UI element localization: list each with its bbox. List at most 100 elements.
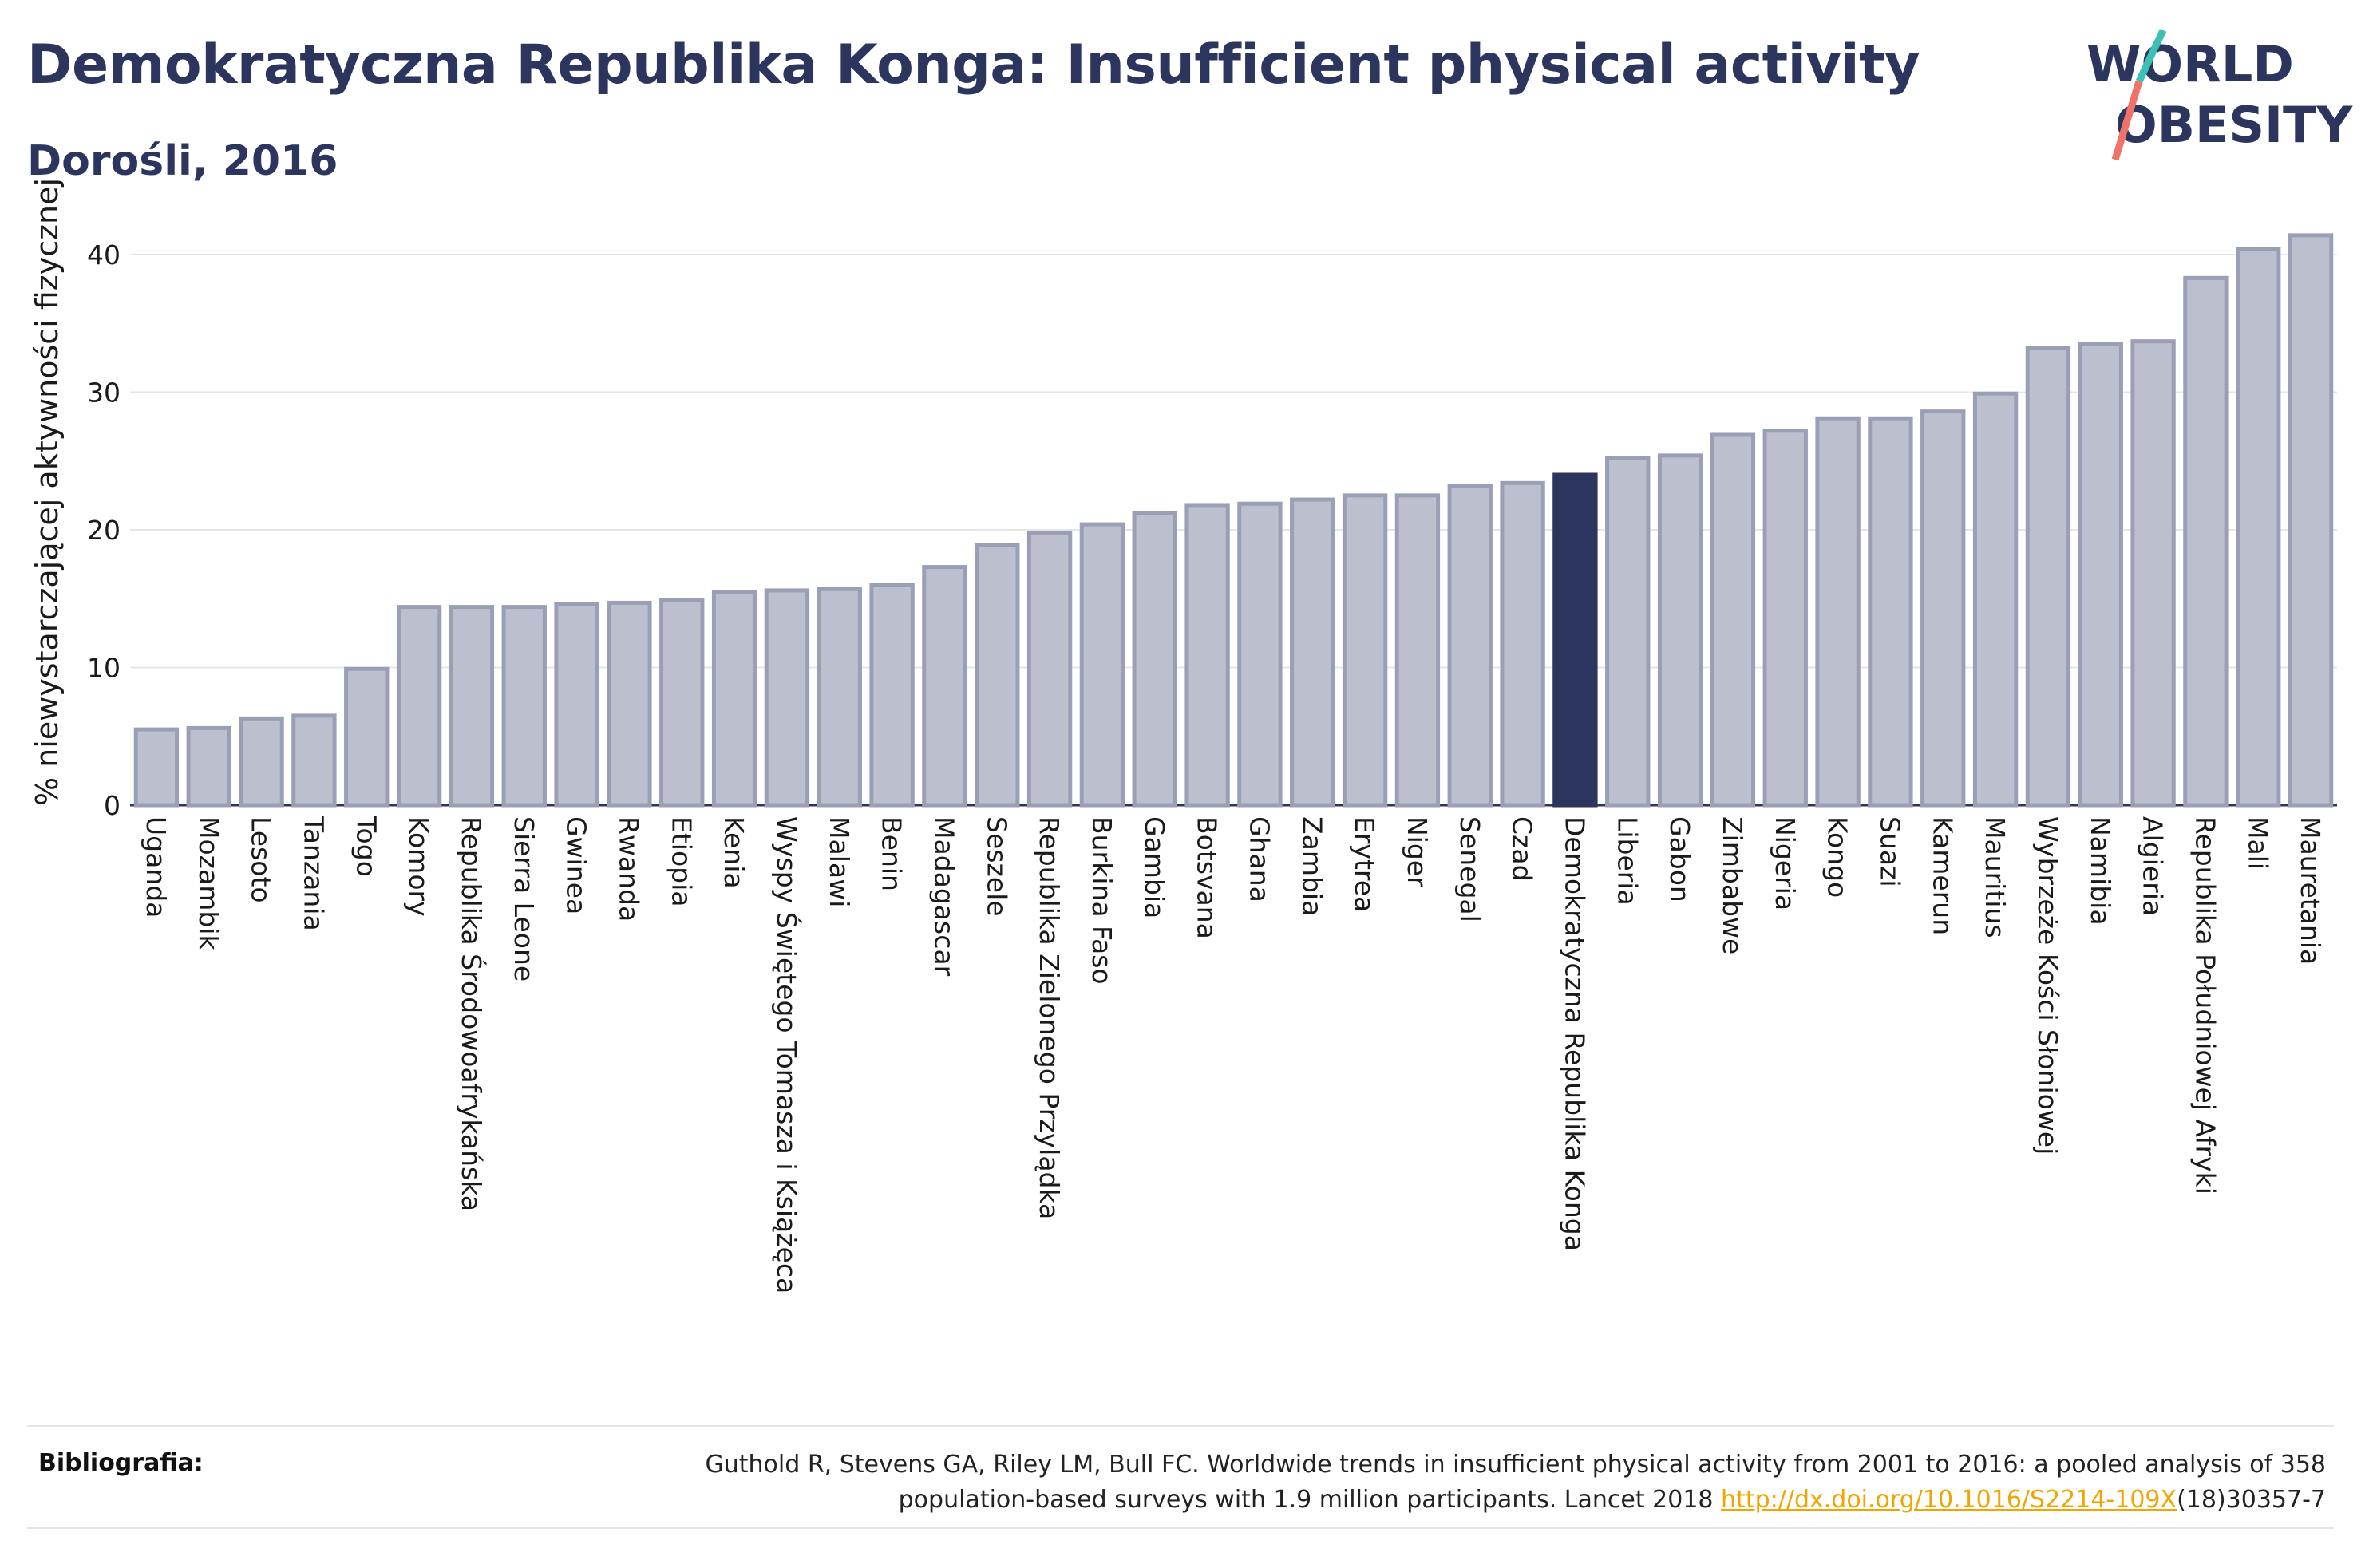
bar[interactable]: [869, 583, 915, 808]
bar[interactable]: [2025, 346, 2071, 808]
bar[interactable]: [291, 713, 337, 808]
x-tick-label: Senegal: [1454, 816, 1485, 922]
bar[interactable]: [1710, 432, 1756, 808]
logo-slash-top: [2135, 29, 2167, 83]
bar[interactable]: [2236, 247, 2281, 808]
bar[interactable]: [817, 587, 862, 808]
x-tick-label: Czad: [1507, 816, 1538, 882]
bars: [133, 233, 2334, 808]
x-tick-label: Mozambik: [193, 816, 224, 950]
x-tick-label: Komory: [403, 816, 434, 917]
logo-word-obesity: OBESITY: [2115, 96, 2353, 154]
bar[interactable]: [554, 602, 599, 808]
bar[interactable]: [1237, 501, 1283, 808]
x-tick-label: Tanzania: [298, 816, 329, 931]
bar[interactable]: [1762, 429, 1808, 808]
bar[interactable]: [1972, 391, 2019, 808]
x-tick-label: Liberia: [1612, 816, 1643, 906]
logo-word-world: WORLD: [2086, 35, 2294, 93]
y-tick-label: 10: [87, 653, 121, 684]
bar[interactable]: [1342, 493, 1388, 808]
bar[interactable]: [1394, 493, 1441, 808]
y-tick-label: 40: [87, 239, 121, 271]
bar[interactable]: [607, 600, 652, 808]
bar[interactable]: [186, 725, 231, 808]
y-axis-label: % niewystarczającej aktywności fizycznej: [30, 178, 65, 806]
x-tick-label: Malawi: [824, 816, 855, 907]
x-tick-label: Wybrzeże Kości Słoniowej: [2032, 816, 2063, 1155]
bar[interactable]: [396, 605, 442, 808]
x-tick-label: Kamerun: [1927, 816, 1958, 935]
bar[interactable]: [2078, 342, 2123, 808]
x-tick-label: Burkina Faso: [1086, 816, 1117, 985]
bar[interactable]: [764, 588, 810, 808]
bar[interactable]: [922, 565, 967, 808]
x-tick-label: Botsvana: [1192, 816, 1223, 939]
logo-slash-bottom: [2111, 80, 2143, 161]
y-tick-label: 0: [104, 790, 121, 821]
bibliography-label: Bibliografia:: [38, 1449, 204, 1477]
bar[interactable]: [1657, 453, 1703, 808]
bar[interactable]: [1132, 511, 1177, 808]
x-tick-label: Niger: [1402, 816, 1433, 887]
bar[interactable]: [501, 605, 547, 808]
page-subtitle: Dorośli, 2016: [27, 137, 338, 185]
x-tick-label: Mauritius: [1979, 816, 2011, 938]
x-tick-label: Nigeria: [1770, 816, 1801, 910]
x-tick-label: Republika Zielonego Przylądka: [1034, 816, 1065, 1219]
x-tick-label: Lesoto: [246, 816, 277, 903]
bar-highlight[interactable]: [1552, 472, 1598, 808]
bar[interactable]: [975, 543, 1020, 808]
x-tick-label: Etiopia: [666, 816, 697, 907]
x-tick-label: Benin: [876, 816, 908, 891]
world-obesity-logo: WORLD OBESITY: [2086, 29, 2353, 161]
x-tick-label: Mauretania: [2295, 816, 2326, 965]
gridlines: [130, 254, 2337, 807]
bar[interactable]: [344, 666, 390, 808]
doi-link[interactable]: http://dx.doi.org/10.1016/S2214-109X: [1721, 1486, 2177, 1514]
citation: Guthold R, Stevens GA, Riley LM, Bull FC…: [570, 1448, 2326, 1518]
citation-suffix: (18)30357-7: [2177, 1486, 2326, 1514]
bar[interactable]: [1920, 409, 1966, 808]
y-tick-label: 30: [87, 377, 121, 409]
bar[interactable]: [659, 598, 705, 808]
bar[interactable]: [711, 590, 757, 808]
x-tick-label: Gwinea: [561, 816, 592, 914]
x-tick-label: Republika Południowej Afryki: [2189, 816, 2221, 1195]
x-tick-label: Kongo: [1822, 816, 1853, 898]
bar[interactable]: [1026, 530, 1073, 808]
bar[interactable]: [1815, 416, 1861, 808]
bar[interactable]: [1605, 456, 1651, 808]
x-category-labels: Uganda Mozambik Lesoto Tanzania Togo Komory Re…: [140, 816, 2326, 1294]
citation-text: Guthold R, Stevens GA, Riley LM, Bull FC…: [705, 1451, 2326, 1514]
bar[interactable]: [133, 727, 180, 808]
x-tick-label: Seszele: [981, 816, 1012, 917]
x-tick-label: Demokratyczna Republika Konga: [1559, 816, 1590, 1251]
bar[interactable]: [1079, 522, 1125, 808]
bar[interactable]: [1447, 484, 1493, 808]
x-tick-label: Zambia: [1296, 816, 1327, 916]
x-tick-label: Erytrea: [1349, 816, 1380, 912]
bar[interactable]: [1184, 503, 1230, 808]
bar[interactable]: [1290, 497, 1335, 808]
x-tick-label: Rwanda: [613, 816, 644, 922]
footer: Bibliografia: Guthold R, Stevens GA, Ril…: [27, 1425, 2334, 1529]
bar[interactable]: [239, 716, 284, 808]
x-tick-label: Uganda: [140, 816, 172, 918]
bar[interactable]: [1868, 416, 1913, 808]
x-tick-label: Togo: [350, 816, 382, 877]
x-tick-label: Algieria: [2138, 816, 2169, 916]
page-title: Demokratyczna Republika Konga: Insuffici…: [27, 34, 1920, 97]
bar-chart: 0 10 20 30 40 Uganda Mozambik Lesoto Tanzania To…: [30, 178, 2337, 1294]
bar[interactable]: [1500, 480, 1545, 808]
bar[interactable]: [449, 605, 495, 808]
x-tick-label: Madagascar: [928, 816, 959, 977]
x-tick-label: Zimbabwe: [1717, 816, 1748, 954]
x-tick-label: Sierra Leone: [508, 816, 540, 981]
x-tick-label: Republika Środowoafrykańska: [456, 816, 488, 1211]
bar[interactable]: [2288, 233, 2334, 808]
bar[interactable]: [2130, 339, 2176, 808]
bar[interactable]: [2183, 275, 2229, 808]
x-tick-label: Kenia: [718, 816, 749, 889]
x-tick-label: Gabon: [1664, 816, 1695, 902]
